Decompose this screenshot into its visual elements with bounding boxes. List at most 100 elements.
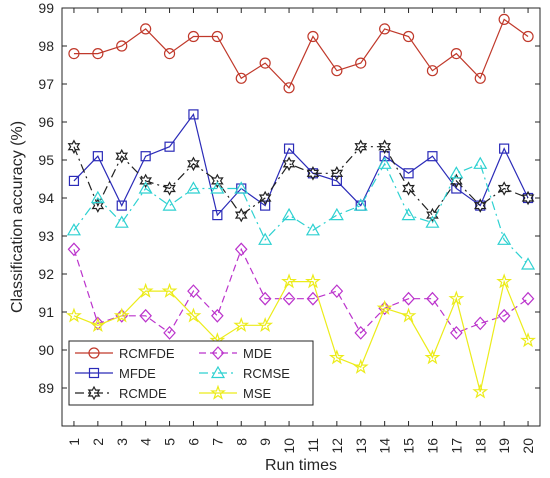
data-point-mde [282,291,296,306]
data-point-mse [448,290,465,306]
data-point-rcmse [210,181,225,194]
data-point-mde [450,326,463,340]
legend-marker-rcmfde [88,347,100,359]
x-tick-label: 8 [233,438,249,446]
x-tick-label: 14 [377,438,393,454]
x-tick-label: 3 [114,438,130,446]
data-point-mde [306,291,320,306]
data-point-rcmse [521,257,536,270]
data-point-mde [67,242,81,257]
data-point-mfde [283,143,295,154]
data-point-mfde [164,141,175,152]
data-point-rcmse [473,156,488,169]
data-point-rcmde [497,181,511,196]
x-tick-label: 9 [257,438,273,446]
x-tick-label: 18 [472,438,488,454]
legend-item-rcmse: RCMSE [199,365,290,381]
data-point-mse [281,273,297,289]
legend-marker-mde [211,346,225,360]
data-point-rcmde [330,166,344,181]
data-point-mfde [522,192,534,204]
data-point-rcmse [234,181,249,194]
data-point-mde [258,291,272,306]
data-point-mse [161,282,178,298]
data-point-rcmfde [116,40,128,52]
data-point-mfde [475,200,486,211]
data-point-rcmde [115,148,129,164]
data-point-rcmse [282,207,297,221]
data-point-rcmse [401,207,416,221]
y-tick-label: 94 [38,190,54,206]
x-tick-label: 15 [401,438,417,454]
data-point-rcmfde [259,57,271,69]
y-tick-label: 95 [38,152,54,168]
y-tick-label: 90 [38,342,54,358]
data-point-rcmfde [140,23,152,35]
data-point-mde [330,284,344,298]
x-tick-label: 20 [520,438,536,454]
data-point-rcmde [163,181,176,196]
x-tick-label: 2 [90,438,106,446]
legend-item-mse: MSE [199,384,272,401]
data-point-rcmse [497,232,512,245]
x-tick-label: 1 [66,438,82,446]
legend-marker-rcmse [210,365,226,379]
data-point-mfde [212,210,223,221]
data-point-rcmse [114,215,129,228]
data-point-rcmfde [474,72,486,84]
data-point-rcmde [139,173,152,189]
data-point-rcmde [258,190,272,206]
data-point-rcmfde [68,47,80,60]
data-point-mde [402,291,415,306]
x-tick-label: 10 [281,438,297,454]
data-point-mde [163,326,176,340]
data-point-mse [352,358,369,374]
data-point-mfde [188,109,199,120]
series-rcmfde [68,13,534,94]
data-point-rcmde [67,139,81,154]
legend-marker-mse [210,384,226,400]
data-point-mse [520,332,536,348]
legend-label: RCMSE [243,366,290,381]
series-line-mde [73,247,529,334]
data-point-rcmde [378,139,391,154]
data-point-rcmfde [379,23,391,35]
data-point-mde [426,291,439,306]
y-tick-label: 99 [38,0,54,16]
data-point-rcmfde [498,13,510,25]
data-point-rcmde [473,198,487,213]
data-point-mde [497,308,511,323]
data-point-mse [305,273,321,289]
legend-item-mde: MDE [199,346,272,361]
data-point-mfde [140,151,151,162]
data-point-mfde [403,168,414,179]
data-point-rcmde [402,181,415,196]
data-point-mse [257,316,274,333]
legend-label: RCMFDE [119,346,175,361]
series-mde [67,242,535,340]
legend-label: MSE [243,386,272,401]
data-point-mse [66,307,82,323]
data-point-mse [233,316,250,333]
y-tick-label: 97 [38,76,54,92]
data-point-mde [91,316,105,331]
data-point-mse [376,299,393,315]
y-tick-label: 92 [38,266,54,282]
data-point-rcmfde [235,72,247,84]
data-point-rcmse [305,223,320,236]
series-rcmse [66,156,536,270]
x-tick-label: 16 [424,438,440,454]
data-point-rcmse [353,198,368,211]
data-point-rcmfde [187,30,200,43]
data-point-rcmde [521,190,535,206]
data-point-mse [113,307,130,323]
data-point-rcmfde [522,30,534,43]
data-point-rcmfde [92,47,104,60]
y-tick-label: 93 [38,228,54,244]
y-tick-label: 91 [38,304,54,320]
plot-frame [61,7,541,427]
data-point-rcmse [138,181,153,194]
legend-item-rcmde: RCMDE [75,385,167,401]
